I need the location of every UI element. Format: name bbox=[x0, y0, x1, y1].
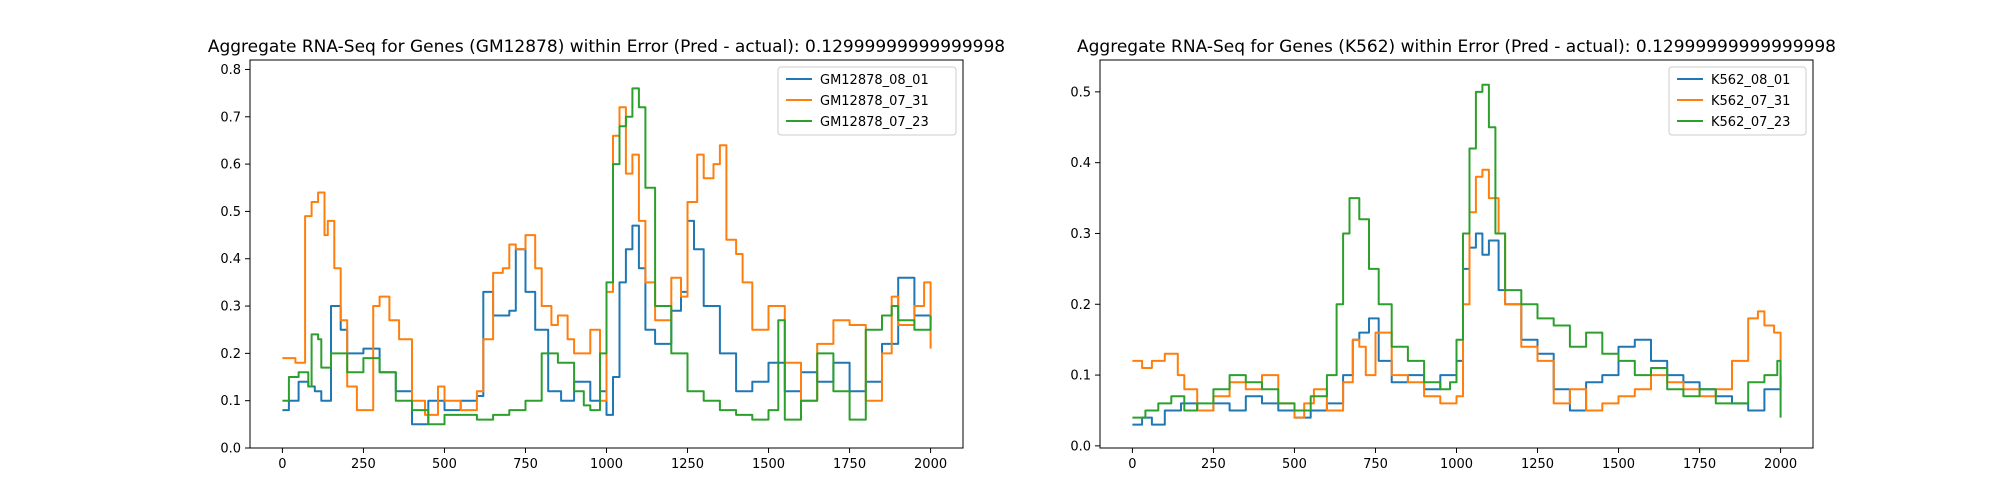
series-line bbox=[1132, 83, 1782, 419]
series-layer bbox=[282, 87, 932, 426]
y-tick-label: 0.1 bbox=[1070, 369, 1091, 384]
x-tick-label: 500 bbox=[1282, 457, 1307, 472]
legend-label: GM12878_08_01 bbox=[820, 73, 929, 88]
y-tick-label: 0.8 bbox=[220, 63, 241, 78]
x-tick-label: 1250 bbox=[1521, 457, 1554, 472]
x-tick-label: 2000 bbox=[1764, 457, 1797, 472]
y-tick-label: 0.3 bbox=[220, 300, 241, 315]
x-tick-label: 1500 bbox=[752, 457, 785, 472]
y-tick-label: 0.4 bbox=[1070, 156, 1091, 171]
x-tick-label: 1000 bbox=[590, 457, 623, 472]
x-tick-label: 0 bbox=[278, 457, 286, 472]
y-tick-label: 0.2 bbox=[1070, 298, 1091, 313]
y-tick-label: 0.0 bbox=[1070, 439, 1091, 454]
y-tick-label: 0.6 bbox=[220, 158, 241, 173]
y-tick-label: 0.2 bbox=[220, 347, 241, 362]
axis-layer: 0 250 500 750 1000 1250 1500 1750 2000 0.0 0.1 0.2 0… bbox=[220, 63, 947, 472]
x-tick-label: 0 bbox=[1128, 457, 1136, 472]
y-tick-label: 0.7 bbox=[220, 110, 241, 125]
x-tick-label: 250 bbox=[351, 457, 376, 472]
y-tick-label: 0.0 bbox=[220, 442, 241, 457]
legend-frame bbox=[777, 66, 957, 136]
legend-label: K562_08_01 bbox=[1711, 73, 1790, 88]
y-tick-label: 0.5 bbox=[1070, 85, 1091, 100]
y-tick-label: 0.3 bbox=[1070, 227, 1091, 242]
chart-gm12878: Aggregate RNA-Seq for Genes (GM12878) wi… bbox=[208, 37, 1005, 472]
series-layer bbox=[1132, 83, 1782, 426]
x-tick-label: 1750 bbox=[833, 457, 866, 472]
legend-label: GM12878_07_23 bbox=[820, 115, 929, 130]
legend-frame bbox=[1668, 66, 1807, 136]
x-tick-label: 1250 bbox=[671, 457, 704, 472]
y-tick-label: 0.5 bbox=[220, 205, 241, 220]
x-tick-label: 1750 bbox=[1683, 457, 1716, 472]
x-tick-label: 750 bbox=[1363, 457, 1388, 472]
x-tick-label: 2000 bbox=[914, 457, 947, 472]
series-line bbox=[282, 87, 932, 426]
x-tick-label: 1500 bbox=[1602, 457, 1635, 472]
x-tick-label: 500 bbox=[432, 457, 457, 472]
legend-label: K562_07_31 bbox=[1711, 94, 1790, 109]
legend: K562_08_01 K562_07_31 K562_07_23 bbox=[1668, 66, 1807, 136]
chart-title: Aggregate RNA-Seq for Genes (K562) withi… bbox=[1077, 37, 1836, 57]
axis-layer: 0 250 500 750 1000 1250 1500 1750 2000 0.0 0.1 0.2 0… bbox=[1070, 85, 1797, 472]
legend-label: K562_07_23 bbox=[1711, 115, 1790, 130]
x-tick-label: 750 bbox=[513, 457, 538, 472]
y-tick-label: 0.4 bbox=[220, 252, 241, 267]
chart-k562: Aggregate RNA-Seq for Genes (K562) withi… bbox=[1070, 37, 1836, 472]
x-tick-label: 250 bbox=[1201, 457, 1226, 472]
x-tick-label: 1000 bbox=[1440, 457, 1473, 472]
chart-title: Aggregate RNA-Seq for Genes (GM12878) wi… bbox=[208, 37, 1005, 57]
legend-label: GM12878_07_31 bbox=[820, 94, 929, 109]
y-tick-label: 0.1 bbox=[220, 394, 241, 409]
legend: GM12878_08_01 GM12878_07_31 GM12878_07_2… bbox=[777, 66, 957, 136]
